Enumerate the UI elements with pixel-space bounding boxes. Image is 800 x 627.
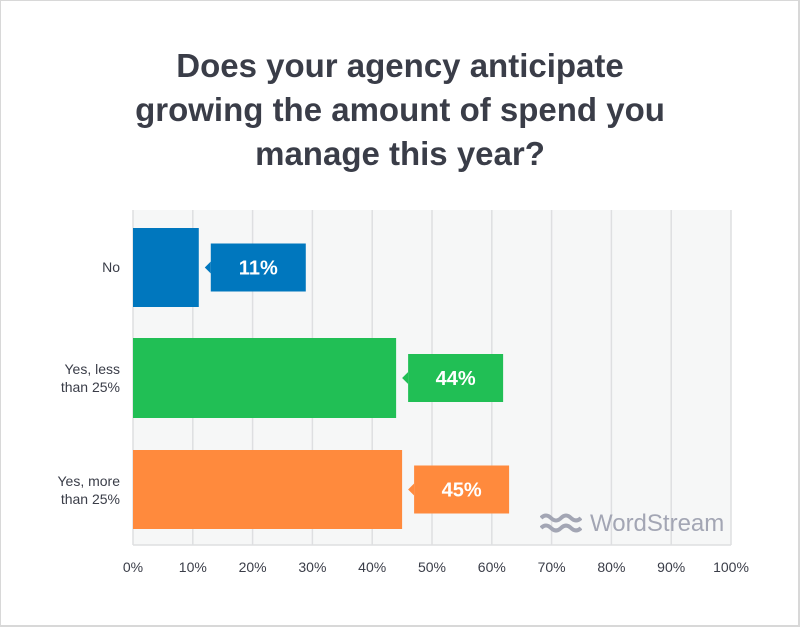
data-label-pointer [402, 372, 409, 384]
category-line: Yes, more [57, 473, 120, 489]
wave-icon [540, 513, 582, 533]
data-label: 44% [436, 368, 476, 390]
title-line: growing the amount of spend you [135, 91, 665, 128]
x-tick-label: 70% [538, 559, 566, 575]
wordstream-logo: WordStream [540, 510, 724, 538]
data-label-pointer [408, 483, 415, 496]
category-line: Yes, less [64, 361, 120, 377]
category-line: than 25% [60, 491, 120, 507]
category-label-yes-more: Yes, more than 25% [57, 472, 120, 508]
x-tick-label: 10% [179, 559, 207, 575]
data-label-pointer [204, 261, 211, 274]
category-label-no: No [102, 258, 120, 276]
title-line: manage this year? [255, 135, 545, 172]
data-label-box [408, 354, 504, 402]
x-tick-label: 40% [358, 559, 386, 575]
category-line: No [102, 259, 120, 275]
category-line: than 25% [60, 379, 120, 395]
category-label-yes-less: Yes, less than 25% [61, 360, 120, 396]
title-line: Does your agency anticipate [176, 47, 624, 84]
x-tick-label: 80% [597, 559, 625, 575]
bar [133, 228, 199, 307]
data-label-box [210, 243, 306, 292]
bar [133, 450, 403, 529]
x-tick-label: 20% [239, 559, 267, 575]
x-tick-label: 0% [123, 559, 143, 575]
data-label-box [414, 465, 510, 514]
x-tick-label: 90% [657, 559, 685, 575]
x-tick-label: 60% [478, 559, 506, 575]
watermark-text: WordStream [590, 510, 725, 537]
x-tick-label: 50% [418, 559, 446, 575]
chart-title: Does your agency anticipate growing the … [0, 44, 800, 176]
x-tick-label: 30% [298, 559, 326, 575]
bar [133, 338, 397, 418]
data-label: 45% [442, 480, 482, 502]
x-tick-label: 100% [713, 559, 749, 575]
data-label: 11% [239, 258, 278, 280]
